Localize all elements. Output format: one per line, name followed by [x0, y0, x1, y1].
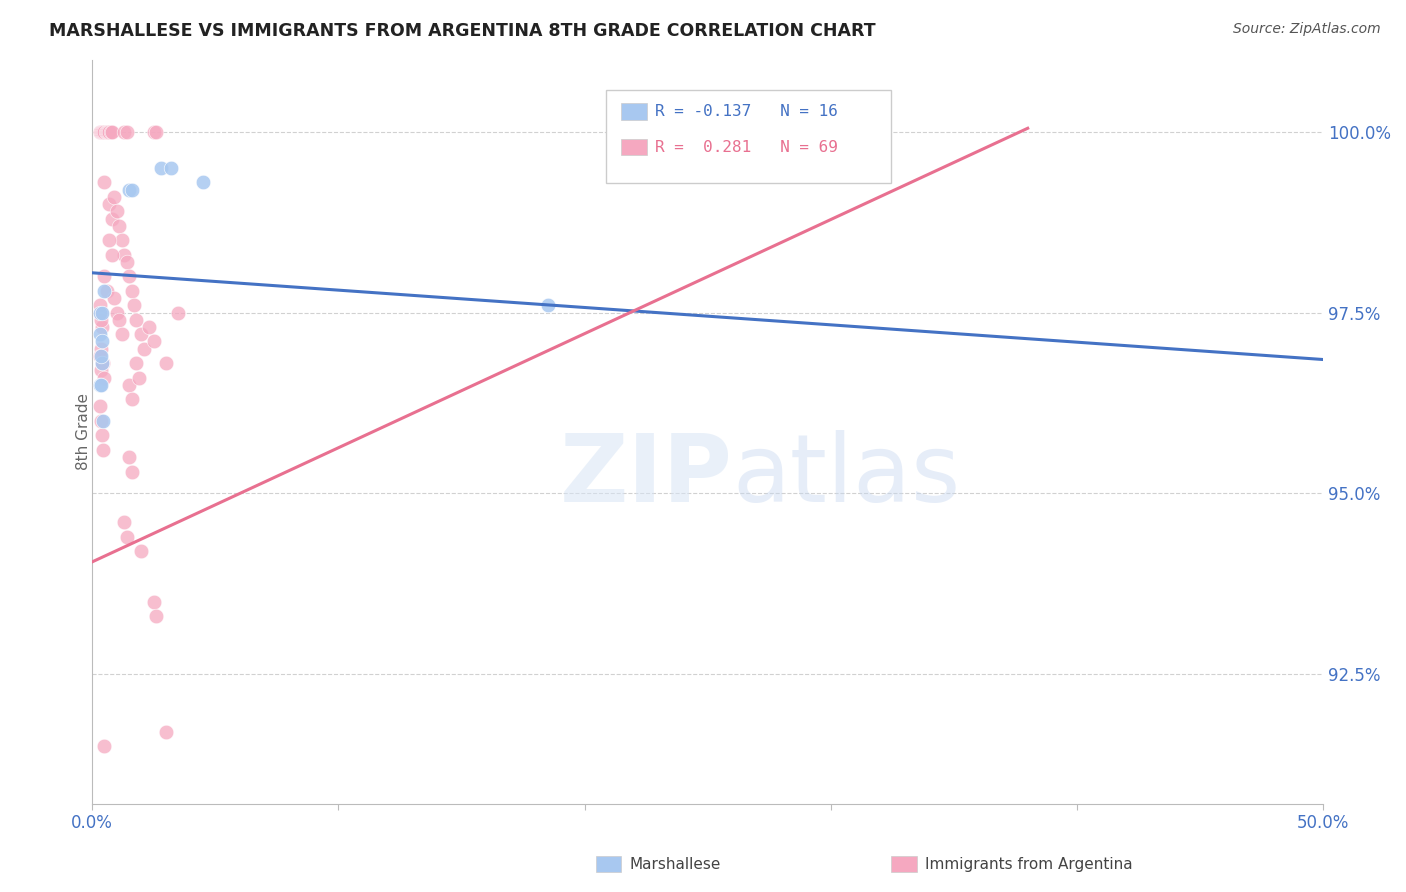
- Point: [89, 400, 111, 414]
- Point: [91, 356, 114, 370]
- Point: [191, 176, 214, 190]
- Point: [94, 125, 117, 139]
- Point: [118, 377, 141, 392]
- Text: MARSHALLESE VS IMMIGRANTS FROM ARGENTINA 8TH GRADE CORRELATION CHART: MARSHALLESE VS IMMIGRANTS FROM ARGENTINA…: [49, 22, 876, 40]
- Point: [145, 125, 167, 139]
- Point: [90, 305, 112, 319]
- Point: [118, 450, 141, 464]
- Point: [115, 125, 138, 139]
- Point: [142, 125, 165, 139]
- Point: [131, 327, 153, 342]
- Point: [98, 125, 121, 139]
- Point: [91, 125, 114, 139]
- Point: [93, 370, 115, 384]
- Point: [155, 724, 177, 739]
- Text: R =  0.281   N = 69: R = 0.281 N = 69: [655, 140, 838, 154]
- Point: [112, 515, 135, 529]
- Point: [89, 305, 111, 319]
- Point: [115, 255, 138, 269]
- Point: [93, 176, 115, 190]
- Point: [101, 211, 124, 226]
- Point: [111, 233, 134, 247]
- Point: [108, 219, 131, 233]
- Text: atlas: atlas: [733, 431, 960, 523]
- Point: [90, 377, 112, 392]
- Point: [90, 414, 112, 428]
- Point: [167, 305, 190, 319]
- Point: [155, 356, 177, 370]
- Text: Marshallese: Marshallese: [630, 857, 721, 871]
- Point: [98, 233, 121, 247]
- Point: [105, 204, 128, 219]
- Text: Immigrants from Argentina: Immigrants from Argentina: [925, 857, 1133, 871]
- Point: [142, 334, 165, 349]
- Point: [93, 739, 115, 754]
- Point: [132, 342, 155, 356]
- Point: [105, 305, 128, 319]
- Point: [91, 356, 114, 370]
- Point: [103, 190, 125, 204]
- Point: [115, 530, 138, 544]
- Point: [91, 442, 114, 457]
- Point: [89, 125, 111, 139]
- Point: [142, 594, 165, 608]
- Point: [112, 125, 135, 139]
- Point: [125, 356, 148, 370]
- Y-axis label: 8th Grade: 8th Grade: [76, 393, 91, 470]
- Point: [97, 125, 120, 139]
- Point: [90, 312, 112, 326]
- Point: [138, 320, 160, 334]
- Point: [128, 370, 150, 384]
- Point: [112, 248, 135, 262]
- Point: [90, 363, 112, 377]
- Point: [91, 356, 114, 370]
- Point: [150, 161, 173, 175]
- Point: [89, 298, 111, 312]
- Point: [98, 197, 121, 211]
- Point: [121, 284, 143, 298]
- Point: [91, 334, 114, 349]
- Point: [90, 342, 112, 356]
- Point: [121, 465, 143, 479]
- Point: [103, 291, 125, 305]
- Point: [125, 312, 148, 326]
- Point: [89, 377, 111, 392]
- Text: ZIP: ZIP: [560, 431, 733, 523]
- Point: [121, 183, 143, 197]
- Point: [93, 269, 115, 284]
- Point: [93, 284, 115, 298]
- Point: [100, 125, 122, 139]
- Point: [89, 327, 111, 342]
- Point: [118, 269, 141, 284]
- Point: [101, 125, 124, 139]
- Point: [91, 305, 114, 319]
- Point: [111, 327, 134, 342]
- Point: [118, 183, 141, 197]
- Point: [122, 298, 145, 312]
- Point: [91, 414, 114, 428]
- Point: [93, 125, 115, 139]
- Text: R = -0.137   N = 16: R = -0.137 N = 16: [655, 104, 838, 119]
- Point: [90, 349, 112, 363]
- Point: [108, 312, 131, 326]
- Point: [90, 125, 112, 139]
- Point: [91, 320, 114, 334]
- Point: [101, 248, 124, 262]
- Point: [536, 298, 558, 312]
- Point: [89, 349, 111, 363]
- Point: [91, 428, 114, 442]
- Text: Source: ZipAtlas.com: Source: ZipAtlas.com: [1233, 22, 1381, 37]
- Point: [91, 125, 114, 139]
- Point: [145, 609, 167, 624]
- Point: [131, 544, 153, 558]
- Point: [96, 125, 118, 139]
- Point: [121, 392, 143, 407]
- Point: [96, 284, 118, 298]
- Point: [160, 161, 183, 175]
